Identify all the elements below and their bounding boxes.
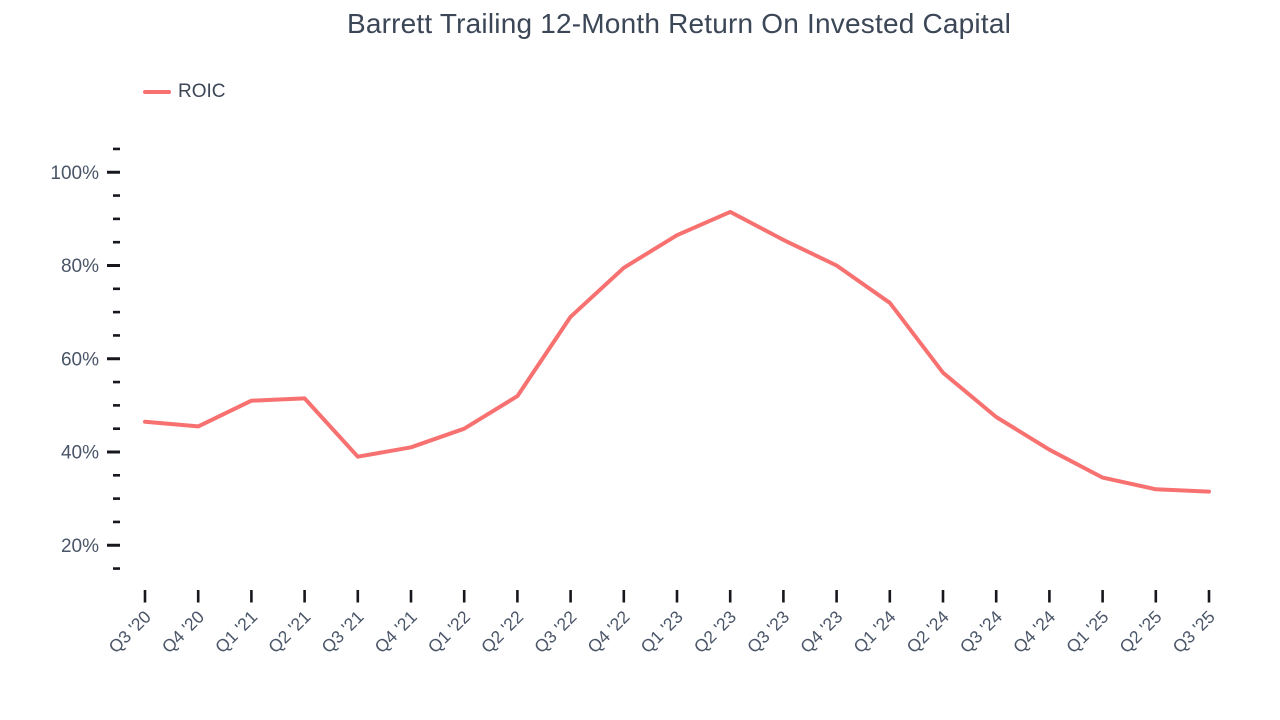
x-axis-tick-label: Q3 '24 [956,606,1006,656]
y-axis-tick-label: 40% [61,443,99,464]
x-axis-tick-label: Q4 '24 [1009,606,1059,656]
x-axis-tick-label: Q3 '21 [317,607,367,657]
x-axis-tick-label: Q2 '23 [690,607,740,657]
series-layer [143,209,1211,494]
x-axis-tick-label: Q4 '20 [158,606,208,656]
x-axis-tick-label: Q1 '23 [637,607,687,657]
x-axis-tick-label: Q3 '23 [743,607,793,657]
roic-series-swatch [143,90,171,94]
x-axis-tick-label: Q2 '21 [264,607,314,657]
x-axis-tick-label: Q4 '23 [796,607,846,657]
y-axis-tick-label: 80% [61,256,99,277]
x-axis-tick-label: Q4 '22 [583,607,633,657]
x-axis-tick-label: Q2 '25 [1115,607,1165,657]
y-axis: 20% 40% 60% 80% 100% [50,147,120,570]
x-axis-tick-label: Q3 '20 [105,606,155,656]
x-axis-tick-label: Q2 '24 [903,606,953,656]
x-axis-tick-label: Q1 '21 [211,607,261,657]
y-axis-tick-label: 20% [61,536,99,557]
x-axis-tick-label: Q2 '22 [477,607,527,657]
x-axis: Q3 '20 Q4 '20 Q1 '21 Q2 '21 Q3 '21 Q4 '21 Q1 '… [105,590,1219,657]
x-axis-tick-label: Q3 '25 [1169,607,1219,657]
chart-title: Barrett Trailing 12-Month Return On Inve… [346,8,1012,39]
x-axis-tick-label: Q1 '22 [424,607,474,657]
x-axis-tick-label: Q1 '25 [1062,607,1112,657]
y-axis-tick-label: 100% [50,163,99,184]
legend-label: ROIC [178,81,226,102]
x-axis-tick-label: Q1 '24 [849,606,899,656]
roic-series-line [143,209,1211,494]
legend: ROIC [143,81,226,103]
y-axis-tick-label: 60% [61,349,99,370]
x-axis-tick-label: Q4 '21 [371,607,421,657]
x-axis-tick-label: Q3 '22 [530,607,580,657]
